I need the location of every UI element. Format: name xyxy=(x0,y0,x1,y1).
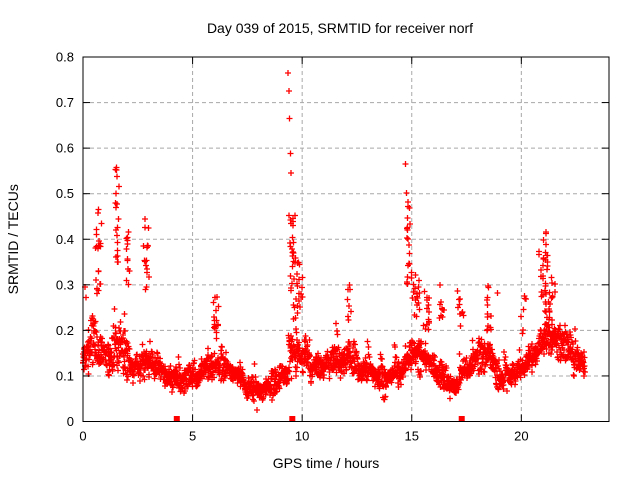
svg-text:20: 20 xyxy=(514,429,528,444)
svg-text:0: 0 xyxy=(67,414,74,429)
svg-text:0: 0 xyxy=(79,429,86,444)
svg-text:0.6: 0.6 xyxy=(56,141,74,156)
svg-text:0.5: 0.5 xyxy=(56,186,74,201)
axis-ticks xyxy=(82,56,609,422)
svg-text:0.1: 0.1 xyxy=(56,368,74,383)
chart-title: Day 039 of 2015, SRMTID for receiver nor… xyxy=(207,20,473,36)
y-tick-labels: 0 0.1 0.2 0.3 0.4 0.5 0.6 0.7 0.8 xyxy=(56,50,74,430)
svg-text:0.8: 0.8 xyxy=(56,50,74,65)
event-squares xyxy=(173,416,465,422)
svg-text:0.4: 0.4 xyxy=(56,232,74,247)
svg-text:5: 5 xyxy=(189,429,196,444)
svg-text:0.3: 0.3 xyxy=(56,277,74,292)
x-axis-label: GPS time / hours xyxy=(273,455,380,471)
svg-text:10: 10 xyxy=(295,429,309,444)
svg-text:0.7: 0.7 xyxy=(56,95,74,110)
svg-text:15: 15 xyxy=(405,429,419,444)
x-tick-labels: 0 5 10 15 20 xyxy=(79,429,528,444)
y-axis-label: SRMTID / TECUs xyxy=(5,184,21,294)
svg-text:0.2: 0.2 xyxy=(56,323,74,338)
